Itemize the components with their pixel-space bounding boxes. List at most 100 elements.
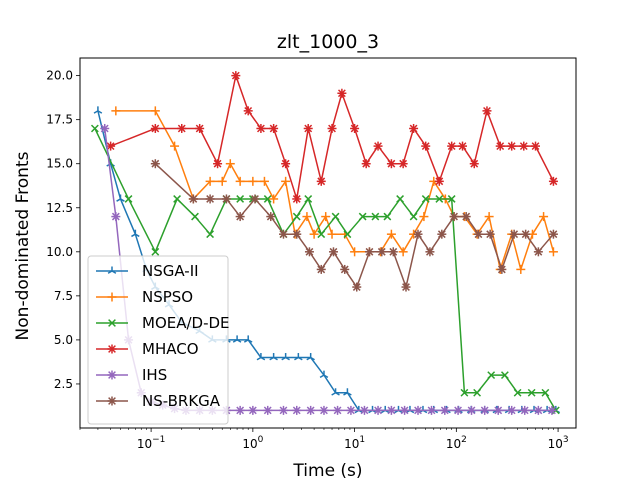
series-1-point-33 xyxy=(516,264,526,274)
series-4-point-20 xyxy=(359,405,369,415)
series-5-point-12 xyxy=(340,264,350,274)
series-5-point-22 xyxy=(461,212,471,222)
legend-label-5: NS-BRKGA xyxy=(142,392,221,410)
series-1-point-8 xyxy=(248,176,258,186)
series-3-point-12 xyxy=(316,176,326,186)
series-3-point-27 xyxy=(495,141,505,151)
series-3-point-20 xyxy=(409,123,419,133)
series-4-point-33 xyxy=(533,405,543,415)
series-2-point-26 xyxy=(487,371,496,380)
series-2-point-11 xyxy=(292,212,301,221)
series-5-point-26 xyxy=(509,229,519,239)
series-3-point-30 xyxy=(531,141,541,151)
legend-label-0: NSGA-II xyxy=(142,262,199,280)
series-3-point-31 xyxy=(548,176,558,186)
series-1-point-21 xyxy=(386,229,396,239)
series-3-point-26 xyxy=(482,106,492,116)
series-4-point-25 xyxy=(427,405,437,415)
series-5-point-20 xyxy=(437,229,447,239)
legend: NSGA-II NSPSO MOEA/D-DE MHACO IHS NS-BRKGA xyxy=(87,255,230,425)
y-tick-label-5: 15.0 xyxy=(46,157,73,171)
series-5-point-7 xyxy=(278,229,288,239)
series-4-point-14 xyxy=(278,405,288,415)
legend-box xyxy=(87,255,229,425)
series-3-point-7 xyxy=(256,123,266,133)
series-1-point-4 xyxy=(205,176,215,186)
series-5-point-4 xyxy=(235,212,245,222)
series-4-point-13 xyxy=(263,405,273,415)
chart-title: zlt_1000_3 xyxy=(277,31,379,53)
series-2-point-5 xyxy=(206,230,215,239)
series-2-point-9 xyxy=(263,195,272,203)
series-2-point-20 xyxy=(409,212,418,221)
series-2-point-1 xyxy=(124,195,133,203)
series-0-point-16 xyxy=(294,353,303,361)
legend-marker-5 xyxy=(107,396,117,406)
series-1-point-30 xyxy=(484,212,494,222)
legend-label-2: MOEA/D-DE xyxy=(142,314,230,332)
series-3-point-14 xyxy=(337,88,347,98)
series-3-point-24 xyxy=(458,141,468,151)
series-3-point-23 xyxy=(447,141,457,151)
axes: 2.5 5.0 7.5 10.0 12.5 15.0 17.5 20.0 10−1 100 101 1… xyxy=(46,57,577,451)
legend-marker-3 xyxy=(107,344,117,354)
series-3-point-6 xyxy=(243,106,253,116)
series-5-point-8 xyxy=(292,229,302,239)
series-5-point-18 xyxy=(413,229,423,239)
series-1-point-24 xyxy=(419,212,429,222)
series-1-line xyxy=(115,110,555,271)
series-1-point-0 xyxy=(111,106,121,116)
series-2-point-18 xyxy=(383,212,392,221)
y-tick-label-4: 12.5 xyxy=(46,201,73,215)
series-3-point-16 xyxy=(361,159,371,169)
series-0-point-23 xyxy=(380,405,390,414)
series-3-point-9 xyxy=(281,159,291,169)
legend-entry-3: MHACO xyxy=(96,340,199,358)
y-tick-label-6: 17.5 xyxy=(46,113,73,127)
series-2-point-27 xyxy=(500,371,509,380)
series-1-point-18 xyxy=(350,247,360,257)
series-4-point-24 xyxy=(413,405,423,415)
series-4-point-28 xyxy=(467,405,477,415)
series-4-point-29 xyxy=(480,405,490,415)
legend-marker-4 xyxy=(107,370,117,380)
series-5-point-13 xyxy=(352,282,362,292)
series-1-point-36 xyxy=(548,247,558,257)
series-4-point-32 xyxy=(520,405,530,415)
series-5-point-29 xyxy=(548,229,558,239)
x-tick-label-0: 10−1 xyxy=(137,435,166,451)
series-1-point-9 xyxy=(259,176,269,186)
series-3-point-8 xyxy=(269,123,279,133)
series-4-point-15 xyxy=(292,405,302,415)
series-2-point-25 xyxy=(473,388,482,397)
series-1-point-7 xyxy=(235,176,245,186)
y-tick-label-7: 20.0 xyxy=(46,69,73,83)
legend-label-3: MHACO xyxy=(142,340,199,358)
series-5-point-5 xyxy=(250,194,260,204)
series-3-point-5 xyxy=(231,71,241,81)
series-2-point-28 xyxy=(513,388,522,397)
x-tick-label-3: 102 xyxy=(446,435,467,451)
series-0-point-3 xyxy=(131,229,140,238)
series-1-point-5 xyxy=(217,176,227,186)
series-1-point-6 xyxy=(225,159,235,169)
series-0-point-13 xyxy=(256,353,266,361)
series-3-point-2 xyxy=(177,123,187,133)
series-2-point-7 xyxy=(236,195,245,203)
series-0-point-24 xyxy=(394,405,403,414)
series-1-point-22 xyxy=(398,247,408,257)
series-5-point-24 xyxy=(485,229,495,239)
series-4-point-23 xyxy=(400,405,410,415)
series-1-point-15 xyxy=(321,212,331,222)
x-tick-label-2: 101 xyxy=(344,435,365,451)
series-0-point-0 xyxy=(93,106,103,114)
series-5-point-2 xyxy=(205,194,215,204)
series-5-point-21 xyxy=(449,212,459,222)
series-3-point-19 xyxy=(398,159,408,169)
series-1-point-11 xyxy=(281,176,291,186)
series-4-point-16 xyxy=(306,405,316,415)
series-3-point-25 xyxy=(469,159,479,169)
series-2-point-15 xyxy=(343,230,352,239)
series-4-point-26 xyxy=(440,405,450,415)
legend-entry-2: MOEA/D-DE xyxy=(96,314,230,332)
